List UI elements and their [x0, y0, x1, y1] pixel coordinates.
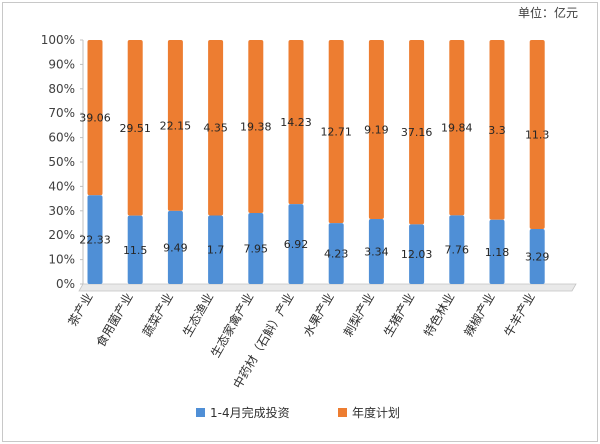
label-completed-3: 9.49	[163, 241, 188, 254]
y-tick-label: 70%	[48, 106, 75, 120]
bar-3-annual-plan	[167, 40, 183, 211]
bar-8-completed	[368, 218, 384, 284]
bar-1-annual-plan	[87, 40, 103, 196]
bar-6-annual-plan	[288, 40, 304, 205]
category-label-8: 刺梨产业	[341, 291, 377, 340]
category-label-11: 辣椒产业	[461, 291, 497, 340]
bar-9-completed	[409, 224, 425, 284]
category-label-3: 蔬菜产业	[140, 291, 176, 340]
label-plan-8: 9.19	[364, 123, 389, 136]
label-completed-2: 11.5	[123, 244, 148, 257]
label-plan-2: 29.51	[119, 122, 151, 135]
bar-7-completed	[328, 223, 344, 284]
bar-12-completed	[529, 228, 545, 284]
y-tick-label: 60%	[48, 131, 75, 145]
bar-8-annual-plan	[368, 40, 384, 219]
label-plan-9: 37.16	[401, 126, 433, 139]
label-plan-3: 22.15	[160, 119, 192, 132]
unit-label: 单位：亿元	[518, 5, 578, 20]
category-label-12: 牛羊产业	[501, 290, 538, 339]
y-tick-label: 20%	[48, 228, 75, 242]
chart-floor	[78, 283, 577, 292]
y-tick-label: 90%	[48, 57, 75, 71]
legend-swatch-plan	[338, 408, 347, 417]
label-plan-6: 14.23	[280, 116, 312, 129]
bar-2-completed	[127, 215, 143, 284]
category-label-9: 生猪产业	[381, 291, 417, 340]
bar-10-annual-plan	[449, 40, 465, 216]
y-tick-label: 10%	[48, 253, 75, 267]
category-label-5: 生态家禽产业	[207, 290, 256, 360]
bar-7-annual-plan	[328, 40, 344, 224]
bar-11-annual-plan	[489, 40, 505, 220]
label-completed-4: 1.7	[207, 244, 225, 257]
label-plan-1: 39.06	[79, 112, 111, 125]
category-label-10: 特色林业	[420, 290, 457, 339]
y-tick-label: 0%	[56, 277, 75, 291]
bar-1-completed	[87, 195, 103, 284]
legend-label-completed: 1-4月完成投资	[210, 405, 290, 420]
label-completed-10: 7.76	[445, 244, 470, 257]
category-label-7: 水果产业	[301, 291, 337, 340]
bar-6-completed	[288, 204, 304, 284]
legend-label-plan: 年度计划	[352, 405, 400, 420]
y-tick-label: 30%	[48, 204, 75, 218]
label-plan-4: 4.35	[203, 122, 228, 135]
label-completed-12: 3.29	[525, 250, 550, 263]
bar-2-annual-plan	[127, 40, 143, 216]
legend-swatch-completed	[196, 408, 205, 417]
category-label-4: 生态渔业	[180, 291, 216, 340]
bar-3-completed	[167, 210, 183, 284]
label-completed-9: 12.03	[401, 248, 433, 261]
label-completed-5: 7.95	[244, 243, 269, 256]
category-label-2: 食用菌产业	[93, 290, 136, 349]
bar-9-annual-plan	[409, 40, 425, 225]
bar-5-annual-plan	[248, 40, 264, 214]
label-completed-8: 3.34	[364, 245, 389, 258]
label-plan-5: 19.38	[240, 121, 272, 134]
bar-4-annual-plan	[208, 40, 224, 216]
label-plan-12: 11.3	[525, 128, 550, 141]
y-tick-label: 80%	[48, 82, 75, 96]
category-label-1: 茶产业	[65, 290, 96, 329]
y-tick-label: 100%	[41, 33, 75, 47]
bar-4-completed	[208, 215, 224, 284]
bar-11-completed	[489, 219, 505, 284]
label-completed-7: 4.23	[324, 248, 349, 261]
label-completed-1: 22.33	[79, 234, 111, 247]
y-tick-label: 50%	[48, 155, 75, 169]
label-plan-10: 19.84	[441, 122, 473, 135]
label-completed-6: 6.92	[284, 238, 309, 251]
bar-5-completed	[248, 213, 264, 284]
label-plan-11: 3.3	[488, 124, 506, 137]
label-completed-11: 1.18	[485, 246, 510, 259]
y-tick-label: 40%	[48, 179, 75, 193]
bar-12-annual-plan	[529, 40, 545, 229]
label-plan-7: 12.71	[320, 126, 352, 139]
bar-10-completed	[449, 215, 465, 284]
